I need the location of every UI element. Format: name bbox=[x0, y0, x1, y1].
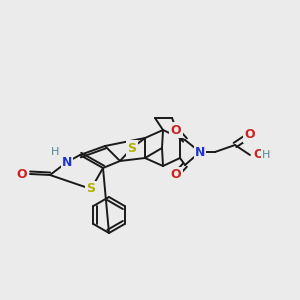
Text: S: S bbox=[86, 182, 95, 196]
Text: N: N bbox=[195, 146, 205, 158]
Text: O: O bbox=[245, 128, 255, 142]
Text: O: O bbox=[171, 169, 181, 182]
Text: O: O bbox=[253, 148, 264, 161]
Text: S: S bbox=[128, 142, 136, 154]
Text: H: H bbox=[262, 150, 270, 160]
Text: O: O bbox=[171, 124, 181, 136]
Text: N: N bbox=[62, 155, 72, 169]
Text: H: H bbox=[51, 147, 59, 157]
Text: O: O bbox=[17, 167, 27, 181]
